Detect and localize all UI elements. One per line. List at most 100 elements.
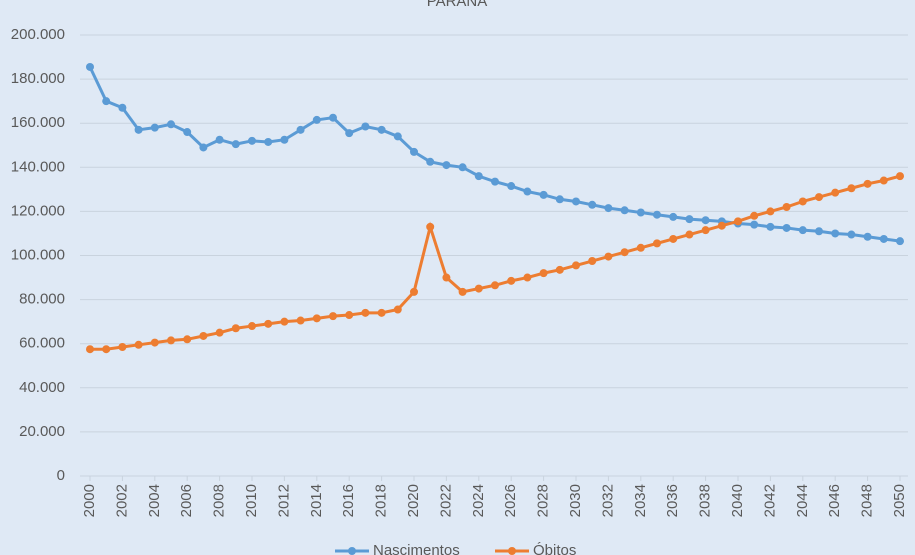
point <box>280 317 289 326</box>
point <box>831 229 840 238</box>
point <box>183 335 192 344</box>
point <box>653 239 661 248</box>
point <box>167 336 175 345</box>
point <box>782 202 791 211</box>
point <box>491 281 499 290</box>
point <box>345 129 354 138</box>
point <box>474 284 483 293</box>
point <box>393 305 402 314</box>
point <box>831 188 840 197</box>
point <box>896 237 904 246</box>
chart-title: PARANÁ <box>427 0 488 10</box>
x-tick-label: 2050 <box>891 484 908 517</box>
point <box>134 125 143 134</box>
point <box>150 123 159 132</box>
point <box>264 137 273 146</box>
x-tick-label: 2032 <box>599 484 616 517</box>
point <box>329 312 337 321</box>
point <box>847 184 856 193</box>
legend-label: Nascimentos <box>373 542 460 555</box>
point <box>361 122 370 131</box>
point <box>879 234 888 243</box>
y-tick-label: 180.000 <box>11 70 65 87</box>
point <box>620 206 629 215</box>
point <box>167 120 175 129</box>
point <box>134 340 143 349</box>
point <box>523 273 532 282</box>
x-tick-label: 2004 <box>146 484 163 517</box>
point <box>734 217 742 226</box>
point <box>410 287 418 296</box>
point <box>296 316 305 325</box>
series-line <box>90 174 901 351</box>
point <box>572 197 580 206</box>
point <box>588 257 597 266</box>
point <box>766 207 775 216</box>
point <box>604 252 613 261</box>
point <box>539 190 548 199</box>
point <box>280 135 289 144</box>
x-tick-label: 2026 <box>502 484 519 517</box>
point <box>150 338 159 347</box>
x-tick-label: 2010 <box>243 484 260 517</box>
point <box>329 113 337 122</box>
point <box>685 230 694 239</box>
x-tick-label: 2024 <box>470 484 487 517</box>
x-tick-label: 2028 <box>535 484 552 517</box>
point <box>653 210 661 219</box>
point <box>863 232 872 241</box>
point <box>588 200 597 209</box>
y-tick-label: 0 <box>57 467 65 484</box>
point <box>215 328 224 337</box>
point <box>312 314 321 323</box>
legend-marker <box>508 547 516 555</box>
point <box>264 319 273 328</box>
x-tick-label: 2002 <box>113 484 130 517</box>
x-tick-label: 2030 <box>567 484 584 517</box>
point <box>717 221 726 230</box>
point <box>863 179 872 188</box>
x-tick-label: 2012 <box>275 484 292 517</box>
point <box>798 226 807 235</box>
point <box>847 230 856 239</box>
point <box>458 163 467 172</box>
point <box>701 216 710 225</box>
point <box>361 308 370 317</box>
point <box>199 143 208 152</box>
point <box>539 269 548 278</box>
point <box>199 331 208 340</box>
point <box>86 345 94 354</box>
x-tick-label: 2020 <box>405 484 422 517</box>
y-tick-label: 20.000 <box>19 423 65 440</box>
point <box>86 62 94 71</box>
point <box>572 261 580 270</box>
point <box>231 140 240 149</box>
point <box>620 248 629 257</box>
point <box>345 311 354 320</box>
point <box>426 222 435 231</box>
point <box>750 220 759 229</box>
point <box>815 227 823 236</box>
point <box>442 273 451 282</box>
y-tick-label: 100.000 <box>11 246 65 263</box>
point <box>879 176 888 185</box>
point <box>312 115 321 124</box>
point <box>604 204 613 213</box>
point <box>507 276 516 285</box>
y-tick-label: 200.000 <box>11 26 65 43</box>
y-tick-label: 120.000 <box>11 202 65 219</box>
x-tick-label: 2016 <box>340 484 357 517</box>
point <box>815 193 823 202</box>
point <box>410 147 418 156</box>
point <box>523 187 532 196</box>
point <box>377 308 386 317</box>
point <box>102 97 111 106</box>
point <box>491 177 499 186</box>
x-tick-label: 2048 <box>859 484 876 517</box>
point <box>442 161 451 170</box>
legend-marker <box>348 547 356 555</box>
y-tick-label: 160.000 <box>11 114 65 131</box>
series-line <box>88 66 901 243</box>
